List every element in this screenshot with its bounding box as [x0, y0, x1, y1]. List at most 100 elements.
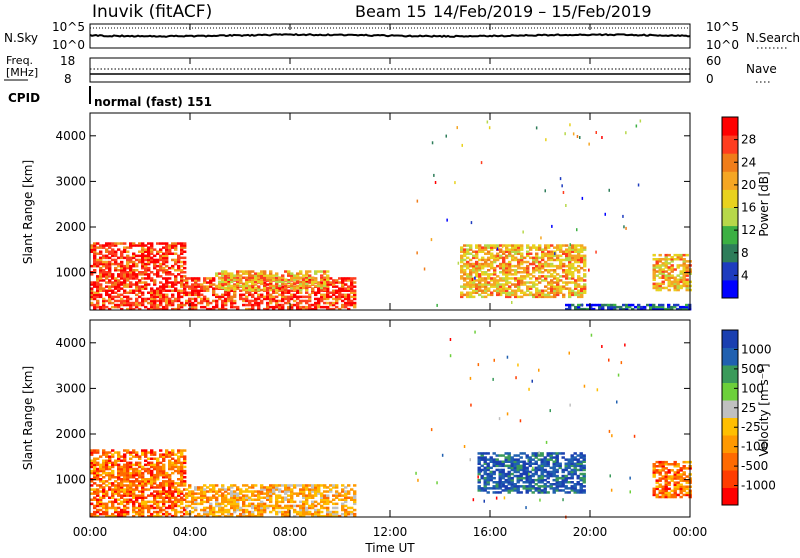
- echo-cell: [236, 500, 240, 504]
- echo-cell: [510, 460, 514, 463]
- echo-cell: [215, 502, 219, 506]
- echo-cell: [589, 307, 593, 311]
- echo-cell: [534, 462, 538, 465]
- echo-cell: [114, 242, 118, 245]
- echo-cell: [129, 461, 133, 465]
- echo-cell: [547, 250, 551, 253]
- echo-cell: [460, 246, 464, 249]
- echo-cell: [576, 460, 580, 463]
- echo-cell: [493, 285, 497, 288]
- echo-cell: [168, 463, 172, 467]
- echo-cell: [138, 461, 142, 465]
- echo-cell: [667, 487, 671, 491]
- echo-cell: [144, 496, 148, 499]
- velocity-echoes: [90, 330, 692, 519]
- echo-cell: [177, 289, 181, 292]
- echo-cell: [171, 504, 175, 508]
- echo-cell: [520, 275, 524, 278]
- echo-cell: [661, 465, 665, 468]
- echo-cell: [156, 506, 160, 510]
- echo-cell: [519, 472, 523, 476]
- echo-cell: [547, 283, 551, 286]
- echo-cell: [287, 280, 291, 284]
- echo-cell: [679, 479, 683, 482]
- echo-cell: [221, 506, 225, 510]
- echo-cell: [682, 467, 686, 470]
- echo-cell: [129, 494, 133, 497]
- echo-cell: [610, 303, 614, 307]
- echo-cell: [323, 484, 327, 487]
- echo-speckle: [500, 483, 503, 487]
- echo-cell: [239, 506, 243, 510]
- echo-cell: [117, 305, 121, 309]
- echo-cell: [260, 506, 264, 510]
- echo-cell: [153, 303, 157, 307]
- echo-cell: [559, 287, 563, 290]
- echo-cell: [147, 478, 151, 481]
- echo-cell: [266, 297, 270, 301]
- echo-cell: [549, 452, 553, 455]
- echo-cell: [682, 465, 686, 468]
- echo-cell: [123, 266, 127, 270]
- echo-cell: [117, 262, 121, 266]
- echo-cell: [135, 305, 139, 309]
- echo-cell: [239, 293, 243, 297]
- echo-cell: [236, 284, 240, 288]
- echo-cell: [579, 489, 583, 492]
- echo-cell: [251, 506, 255, 510]
- echo-cell: [682, 276, 686, 279]
- echo-cell: [495, 485, 499, 488]
- echo-cell: [245, 288, 249, 292]
- echo-cell: [144, 256, 148, 260]
- echo-cell: [126, 256, 130, 260]
- echo-cell: [203, 287, 207, 290]
- echo-cell: [174, 504, 178, 508]
- echo-cell: [248, 276, 252, 279]
- echo-cell: [144, 500, 148, 504]
- echo-cell: [504, 452, 508, 455]
- echo-cell: [227, 277, 231, 280]
- echo-cell: [565, 250, 569, 253]
- echo-cell: [332, 281, 336, 284]
- echo-cell: [99, 502, 103, 506]
- echo-cell: [544, 277, 548, 280]
- echo-cell: [221, 486, 225, 489]
- echo-cell: [673, 286, 677, 290]
- echo-cell: [162, 287, 166, 290]
- echo-cell: [670, 270, 674, 273]
- echo-cell: [299, 514, 303, 518]
- echo-cell: [275, 278, 279, 281]
- echo-cell: [329, 295, 333, 299]
- echo-cell: [108, 271, 112, 274]
- echo-cell: [317, 492, 321, 495]
- echo-cell: [514, 293, 518, 297]
- echo-cell: [245, 284, 249, 288]
- echo-cell: [571, 277, 575, 280]
- station-title: Inuvik (fitACF): [92, 2, 212, 22]
- echo-cell: [183, 271, 187, 274]
- echo-cell: [144, 248, 148, 251]
- echo-cell: [682, 477, 686, 480]
- echo-cell: [685, 253, 689, 257]
- echo-cell: [165, 285, 169, 288]
- echo-speckle: [608, 358, 610, 362]
- echo-cell: [266, 286, 270, 290]
- echo-cell: [138, 242, 142, 245]
- echo-cell: [269, 283, 273, 286]
- echo-cell: [132, 506, 136, 510]
- echo-cell: [582, 468, 586, 472]
- echo-cell: [242, 508, 246, 512]
- echo-cell: [483, 452, 487, 455]
- echo-cell: [123, 246, 127, 249]
- echo-cell: [317, 510, 321, 514]
- echo-cell: [93, 254, 97, 258]
- echo-speckle: [463, 445, 466, 448]
- echo-cell: [344, 295, 348, 299]
- echo-cell: [582, 460, 586, 463]
- echo-cell: [245, 272, 249, 275]
- echo-cell: [311, 488, 315, 491]
- echo-cell: [132, 242, 136, 245]
- echo-cell: [284, 295, 288, 299]
- echo-cell: [102, 275, 106, 278]
- echo-cell: [329, 490, 333, 493]
